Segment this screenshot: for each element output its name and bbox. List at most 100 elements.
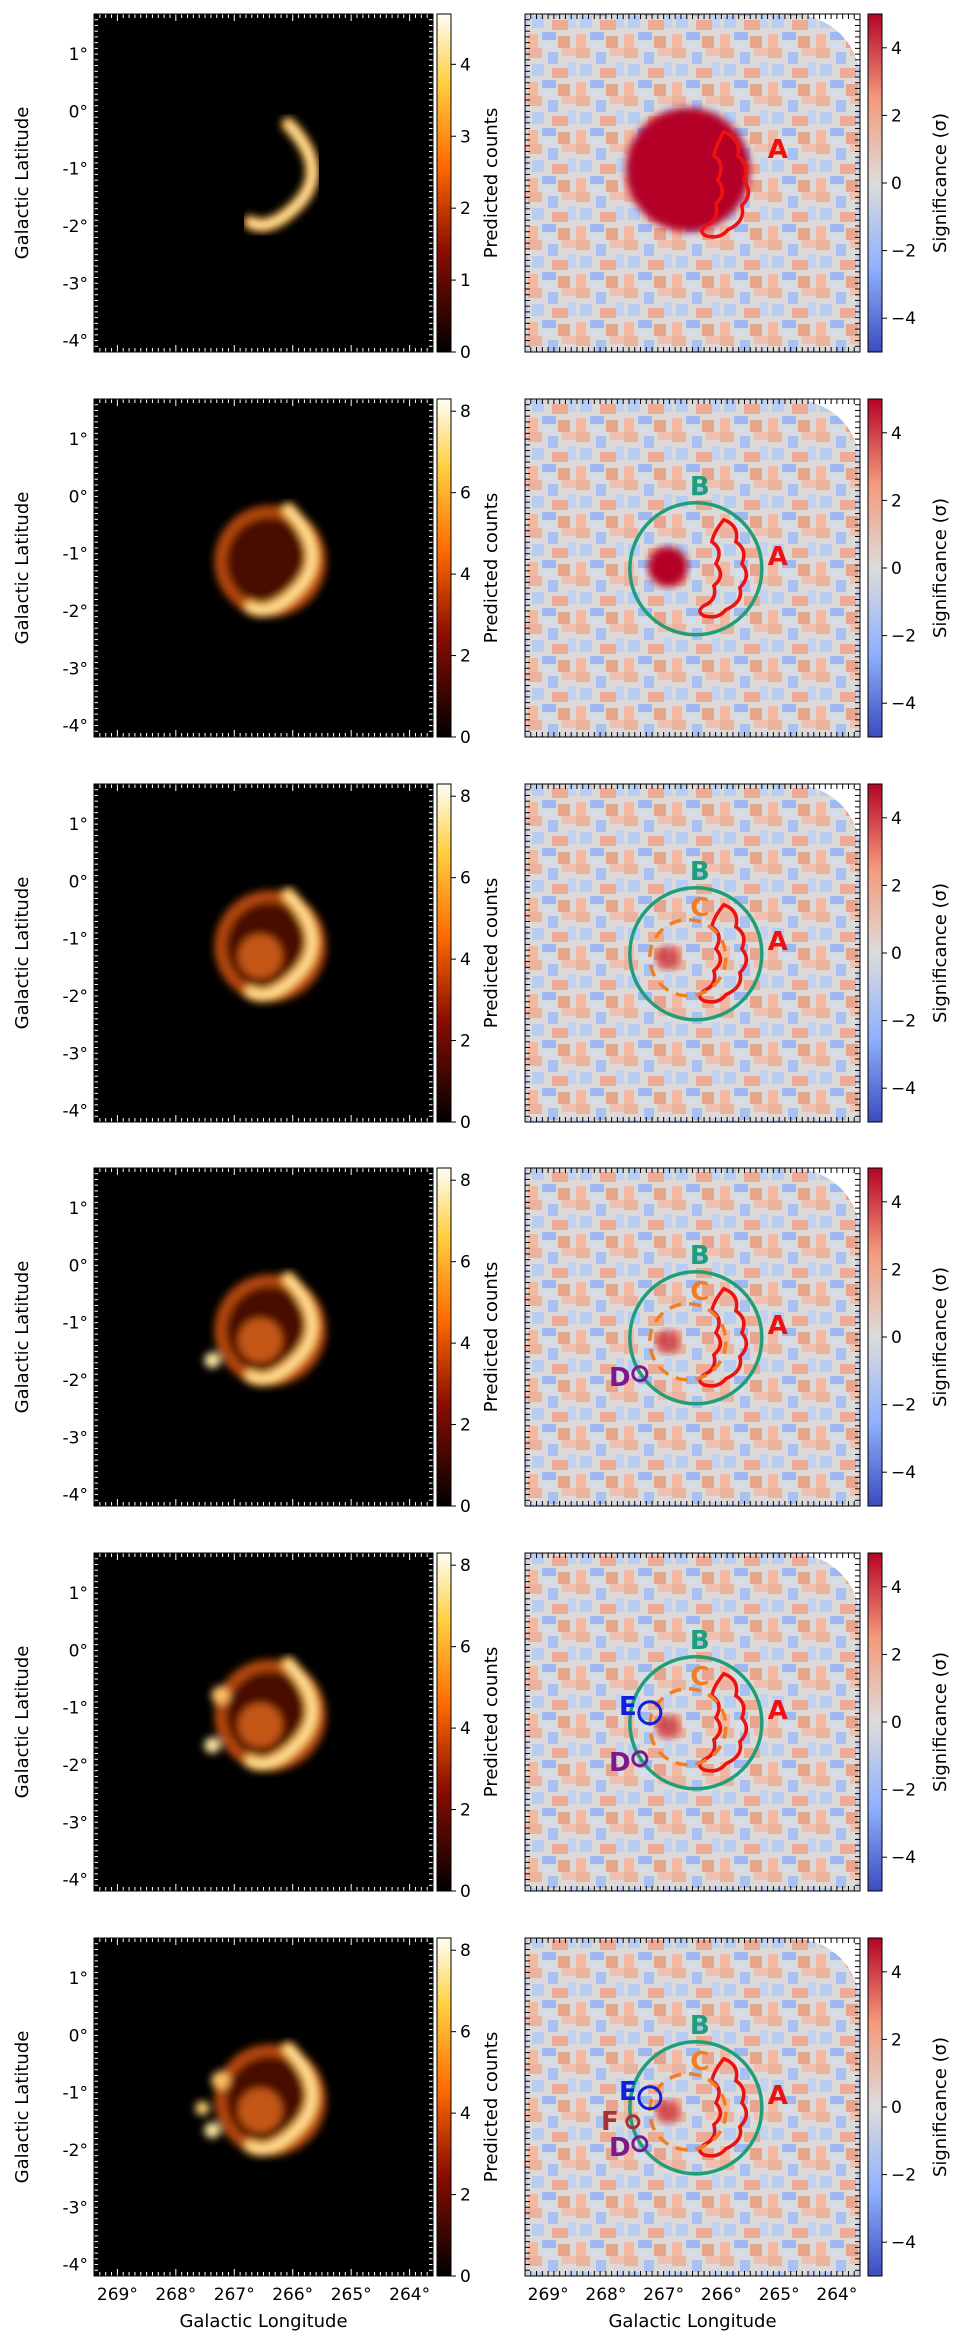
significance-colorbar [867, 1552, 883, 1892]
component-label-d: D [609, 1748, 631, 1778]
y-axis-label: Galactic Latitude [12, 2031, 33, 2184]
residual-noise [525, 399, 860, 737]
colorbar-tick-label: 0 [460, 2267, 471, 2287]
counts-model [243, 117, 320, 233]
colorbar-tick-label: 4 [460, 1334, 471, 1354]
colorbar-tick-label: 4 [460, 2104, 471, 2124]
counts-model [204, 1271, 327, 1387]
x-tick-label: 267° [214, 2285, 255, 2305]
colorbar-tick-label: 0 [460, 1882, 471, 1902]
y-axis-label: Galactic Latitude [12, 1646, 33, 1799]
counts-colorbar [436, 398, 452, 738]
y-axis-label: Galactic Latitude [12, 107, 33, 260]
y-tick-label: 1° [69, 815, 88, 835]
residual-excess [655, 945, 680, 970]
y-tick-label: -3° [63, 1428, 88, 1448]
y-tick-label: -4° [63, 1486, 88, 1506]
component-label-a: A [768, 1696, 788, 1726]
component-label-b: B [690, 2011, 710, 2041]
colorbar-label: Predicted counts [481, 108, 502, 258]
y-tick-label: -1° [63, 1699, 88, 1719]
significance-ticks [524, 13, 861, 353]
colorbar-tick-label: 6 [460, 484, 471, 504]
colorbar-tick-label: −2 [891, 2166, 916, 2186]
row-6: 1° 0° -1° -2° -3° -4° Galactic Latitude 0 2 4 6 8 Pr… [12, 1937, 951, 2332]
component-label-d: D [609, 2133, 631, 2163]
component-label-e: E [619, 1692, 637, 1722]
component-d-circle [631, 1750, 649, 1768]
colorbar-tick-label: 4 [460, 950, 471, 970]
significance-ticks [524, 398, 861, 738]
colorbar-tick-label: 2 [460, 199, 471, 219]
colorbar-tick-label: 2 [891, 2030, 902, 2050]
counts-colorbar [436, 1552, 452, 1892]
x-tick-label: 265° [759, 2285, 800, 2305]
inner-blob-model [238, 1318, 283, 1363]
colorbar-tick-label: −2 [891, 1781, 916, 1801]
residual-noise [525, 1553, 860, 1891]
colorbar-label: Significance (σ) [930, 2037, 951, 2177]
colorbar-label: Predicted counts [481, 1262, 502, 1412]
colorbar-tick-label: −4 [891, 694, 916, 714]
component-label-b: B [690, 857, 710, 887]
source-d-model [204, 1737, 221, 1754]
counts-model [204, 1656, 327, 1772]
significance-frame [524, 783, 861, 1123]
y-axis-label: Galactic Latitude [12, 1261, 33, 1414]
y-tick-label: 0° [69, 2026, 88, 2046]
colorbar-tick-label: 0 [891, 944, 902, 964]
excess-blob [625, 107, 750, 232]
colorbar-tick-label: 2 [460, 1801, 471, 1821]
colorbar-tick-label: −2 [891, 1012, 916, 1032]
component-d-circle [631, 1365, 649, 1383]
x-tick-label: 269° [528, 2285, 569, 2305]
y-tick-label: 0° [69, 487, 88, 507]
component-label-c: C [690, 1662, 709, 1692]
y-axis-label: Galactic Latitude [12, 492, 33, 645]
component-c-circle [648, 918, 728, 998]
colorbar-tick-label: 2 [891, 106, 902, 126]
significance-map [525, 399, 860, 737]
colorbar-tick-label: −2 [891, 627, 916, 647]
component-b-circle [628, 501, 764, 637]
component-a-contour [698, 1671, 749, 1773]
colorbar-label: Significance (σ) [930, 1267, 951, 1407]
colorbar-tick-label: 0 [460, 1113, 471, 1133]
arc-model-core [247, 2045, 315, 2152]
colorbar-label: Predicted counts [481, 493, 502, 643]
colorbar-tick-label: 2 [891, 876, 902, 896]
arc-model-core [247, 1660, 315, 1767]
colorbar-tick-label: 2 [460, 1416, 471, 1436]
component-label-a: A [768, 2081, 788, 2111]
x-tick-label: 269° [97, 2285, 138, 2305]
colorbar-label: Significance (σ) [930, 113, 951, 253]
colorbar-tick-label: 0 [891, 1328, 902, 1348]
colorbar-tick-label: 0 [460, 728, 471, 748]
significance-frame [524, 398, 861, 738]
colorbar-tick-label: 4 [460, 55, 471, 75]
component-contours [625, 2040, 764, 2176]
y-tick-label: 0° [69, 1641, 88, 1661]
colorbar-tick-label: 6 [460, 1638, 471, 1658]
component-label-a: A [768, 1311, 788, 1341]
colorbar-tick-label: 4 [891, 1193, 902, 1213]
y-tick-label: 1° [69, 1969, 88, 1989]
component-b-circle [628, 1655, 764, 1791]
y-tick-label: 0° [69, 1256, 88, 1276]
counts-map [94, 14, 433, 352]
arc-model-core [247, 1275, 315, 1382]
source-e-model [211, 1686, 230, 1705]
colorbar-tick-label: 4 [891, 39, 902, 59]
component-c-circle [648, 1687, 728, 1767]
component-b-circle [628, 1270, 764, 1406]
counts-frame [93, 1937, 434, 2277]
y-tick-label: 1° [69, 1584, 88, 1604]
significance-colorbar [867, 1937, 883, 2277]
significance-frame [524, 1167, 861, 1507]
row-2: 1° 0° -1° -2° -3° -4° Galactic Latitude 0 2 4 6 8 Pr… [12, 398, 951, 748]
y-tick-label: -1° [63, 930, 88, 950]
colorbar-label: Predicted counts [481, 1647, 502, 1797]
colorbar-tick-label: 4 [891, 1578, 902, 1598]
inner-blob-model [238, 1703, 283, 1748]
